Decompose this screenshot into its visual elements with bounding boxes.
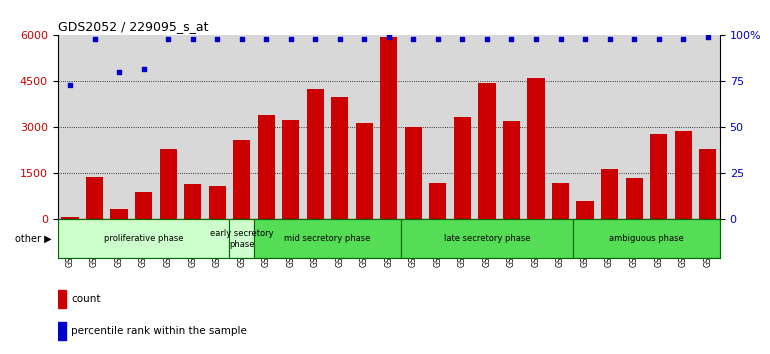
Bar: [430, 183, 447, 219]
Point: [480, 36, 493, 42]
Bar: [401, 219, 573, 258]
Point: [285, 36, 297, 42]
Point: [701, 34, 714, 40]
Bar: [552, 183, 569, 219]
Bar: [62, 217, 79, 219]
Point: [236, 36, 248, 42]
Point: [260, 36, 273, 42]
Bar: [675, 131, 691, 219]
Bar: [209, 186, 226, 219]
Bar: [254, 219, 401, 258]
Bar: [699, 149, 716, 219]
Point: [137, 66, 149, 72]
Bar: [159, 149, 176, 219]
Text: count: count: [71, 294, 101, 304]
Bar: [356, 123, 373, 219]
Bar: [306, 89, 324, 219]
Point: [309, 36, 321, 42]
Point: [505, 36, 517, 42]
Bar: [625, 178, 643, 219]
Point: [333, 36, 346, 42]
Bar: [503, 121, 520, 219]
Bar: [573, 219, 720, 258]
Point: [457, 36, 469, 42]
Point: [186, 36, 199, 42]
Bar: [577, 201, 594, 219]
Point: [579, 36, 591, 42]
Point: [628, 36, 641, 42]
Bar: [229, 219, 254, 258]
Bar: [58, 290, 66, 308]
Point: [407, 36, 420, 42]
Bar: [454, 117, 471, 219]
Bar: [58, 322, 66, 340]
Text: proliferative phase: proliferative phase: [104, 234, 183, 244]
Point: [89, 36, 101, 42]
Point: [211, 36, 223, 42]
Bar: [110, 209, 128, 219]
Point: [113, 69, 126, 75]
Text: percentile rank within the sample: percentile rank within the sample: [71, 326, 247, 336]
Text: other ▶: other ▶: [15, 234, 51, 244]
Bar: [258, 115, 275, 219]
Bar: [86, 177, 103, 219]
Bar: [331, 97, 348, 219]
Point: [432, 36, 444, 42]
Point: [358, 36, 370, 42]
Point: [530, 36, 542, 42]
Bar: [135, 192, 152, 219]
Bar: [478, 83, 496, 219]
Bar: [650, 133, 668, 219]
Text: GDS2052 / 229095_s_at: GDS2052 / 229095_s_at: [58, 20, 208, 33]
Point: [604, 36, 616, 42]
Text: ambiguous phase: ambiguous phase: [609, 234, 684, 244]
Bar: [184, 184, 201, 219]
Bar: [405, 127, 422, 219]
Bar: [233, 140, 250, 219]
Bar: [58, 219, 229, 258]
Text: late secretory phase: late secretory phase: [444, 234, 531, 244]
Bar: [601, 169, 618, 219]
Bar: [380, 37, 397, 219]
Point: [677, 36, 689, 42]
Point: [162, 36, 174, 42]
Point: [64, 82, 76, 88]
Bar: [527, 78, 544, 219]
Point: [383, 34, 395, 40]
Point: [652, 36, 665, 42]
Point: [554, 36, 567, 42]
Text: mid secretory phase: mid secretory phase: [284, 234, 370, 244]
Text: early secretory
phase: early secretory phase: [210, 229, 273, 249]
Bar: [282, 120, 300, 219]
